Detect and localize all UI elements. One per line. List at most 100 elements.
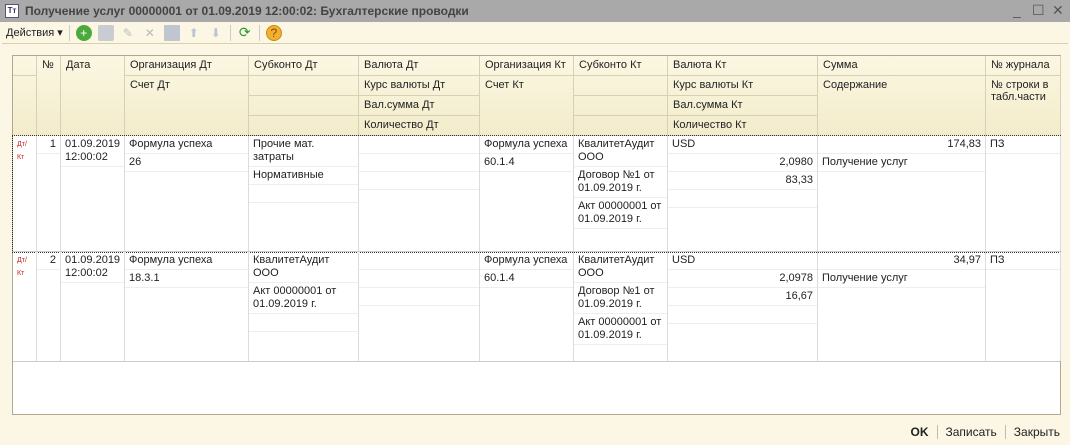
currency-kt: USD <box>668 252 817 270</box>
close-icon[interactable]: ✕ <box>1052 2 1064 18</box>
date: 01.09.2019 12:00:02 <box>61 136 124 167</box>
delete-icon[interactable]: ✕ <box>144 25 155 40</box>
header-column[interactable]: Сумма Содержание <box>818 56 986 136</box>
subconto-kt: Акт 00000001 от 01.09.2019 г. <box>574 314 667 345</box>
subconto-dt: Акт 00000001 от 01.09.2019 г. <box>249 283 358 314</box>
edit-icon[interactable]: ✎ <box>122 25 133 40</box>
header-column[interactable]: Организация Дт Счет Дт <box>125 56 249 136</box>
entries-table[interactable]: № Дата Организация Дт Счет Дт Субконто Дт Вал… <box>12 55 1061 415</box>
header-cell: № журнала <box>986 56 1060 76</box>
header-cell <box>13 76 36 96</box>
header-cell: № <box>42 59 54 71</box>
cell <box>359 136 480 251</box>
header-column[interactable]: Валюта Кт Курс валюты Кт Вал.сумма Кт Колич… <box>668 56 818 136</box>
move-down-icon[interactable]: ⬇ <box>210 25 221 40</box>
refresh-icon[interactable]: ⟳ <box>238 24 251 40</box>
header-cell <box>249 116 358 136</box>
header-cell: Курс валюты Кт <box>668 76 817 96</box>
header-cell: Субконто Дт <box>249 56 358 76</box>
journal: ПЗ <box>986 252 1060 270</box>
header-cell: Вал.сумма Кт <box>668 96 817 116</box>
header-column[interactable]: Субконто Дт <box>249 56 359 136</box>
header-column[interactable] <box>13 56 37 136</box>
header-cell: Счет Дт <box>130 79 170 91</box>
separator <box>258 24 260 41</box>
maximize-icon[interactable]: ☐ <box>1032 2 1045 18</box>
header-column[interactable]: Организация Кт Счет Кт <box>480 56 574 136</box>
header-cell: Содержание <box>823 79 888 91</box>
help-icon[interactable]: ? <box>265 24 282 41</box>
header-cell: Дата <box>66 59 91 71</box>
subconto-dt: Прочие мат. затраты <box>249 136 358 167</box>
subconto-dt: КвалитетАудит ООО <box>249 252 358 283</box>
org-kt: Формула успеха <box>480 252 573 270</box>
currency-dt <box>359 252 479 270</box>
cell: 01.09.2019 12:00:02 <box>61 252 125 361</box>
content: Получение услуг <box>818 154 985 172</box>
num: 1 <box>37 136 60 154</box>
cell: Формула успеха 60.1.4 <box>480 252 574 361</box>
cell: КвалитетАудит ООО Акт 00000001 от 01.09.2… <box>249 252 359 361</box>
cell: Формула успеха 60.1.4 <box>480 136 574 251</box>
header-column[interactable]: Субконто Кт <box>574 56 668 136</box>
cell: ПЗ <box>986 136 1061 251</box>
org-dt: Формула успеха <box>125 252 248 270</box>
cell: Дт/Кт <box>13 252 37 361</box>
cell: 01.09.2019 12:00:02 <box>61 136 125 251</box>
ok-button[interactable]: OK <box>910 424 929 439</box>
cell: Формула успеха 18.3.1 <box>125 252 249 361</box>
copy-icon[interactable] <box>97 24 114 41</box>
header-column[interactable]: Валюта Дт Курс валюты Дт Вал.сумма Дт Колич… <box>359 56 480 136</box>
cell: 34,97 Получение услуг <box>818 252 986 361</box>
currency-dt <box>359 136 479 154</box>
header-cell: Количество Дт <box>359 116 479 136</box>
window-icon: Тт <box>5 4 19 18</box>
cell: 1 <box>37 136 61 251</box>
actions-menu[interactable]: Действия ▾ <box>6 27 63 39</box>
header-cell: Организация Кт <box>480 56 573 76</box>
cell: КвалитетАудит ООО Договор №1 от 01.09.201… <box>574 252 668 361</box>
table-row[interactable]: Дт/Кт 2 01.09.2019 12:00:02 Формула успеха 1… <box>13 252 1061 362</box>
header-cell <box>574 116 667 136</box>
post-icon[interactable] <box>163 24 180 41</box>
header-cell <box>574 76 667 96</box>
toolbar: Действия ▾ + ✎ ✕ ⬆ ⬇ ⟳ ? <box>2 22 1068 44</box>
save-button[interactable]: Записать <box>945 424 997 439</box>
header-column[interactable]: № журнала № строки в табл.части <box>986 56 1061 136</box>
currency-dt <box>359 270 479 288</box>
header-cell <box>249 96 358 116</box>
sum: 34,97 <box>818 252 985 270</box>
header-column[interactable]: № <box>37 56 61 136</box>
table-row[interactable]: Дт/Кт 1 01.09.2019 12:00:02 Формула успеха 2… <box>12 135 1061 253</box>
account-kt: 60.1.4 <box>480 270 573 288</box>
currency-kt: USD <box>668 136 817 154</box>
close-button[interactable]: Закрыть <box>1013 424 1060 439</box>
separator <box>936 424 938 439</box>
dt-kt-icon: Дт/Кт <box>17 257 27 277</box>
subconto-dt <box>249 185 358 203</box>
org-kt: Формула успеха <box>480 136 573 154</box>
cell: Дт/Кт <box>13 136 37 251</box>
move-up-icon[interactable]: ⬆ <box>188 25 199 40</box>
add-icon[interactable]: + <box>75 24 92 41</box>
header-column[interactable]: Дата <box>61 56 125 136</box>
cell: Формула успеха 26 <box>125 136 249 251</box>
cell: USD 2,0978 16,67 <box>668 252 818 361</box>
minimize-icon[interactable]: _ <box>1013 2 1021 18</box>
header-cell: № строки в табл.части <box>991 79 1049 103</box>
footer: OK Записать Закрыть <box>0 418 1070 445</box>
currency-dt <box>359 172 479 190</box>
separator <box>68 24 70 41</box>
cell: Прочие мат. затраты Нормативные <box>249 136 359 251</box>
header-cell <box>249 76 358 96</box>
header-cell: Курс валюты Дт <box>359 76 479 96</box>
num: 2 <box>37 252 60 270</box>
separator <box>229 24 231 41</box>
header-cell: Организация Дт <box>125 56 248 76</box>
header-cell: Сумма <box>818 56 985 76</box>
subconto-dt: Нормативные <box>249 167 358 185</box>
cell: ПЗ <box>986 252 1061 361</box>
cell: 2 <box>37 252 61 361</box>
cell: USD 2,0980 83,33 <box>668 136 818 251</box>
subconto-kt: Договор №1 от 01.09.2019 г. <box>574 167 667 198</box>
